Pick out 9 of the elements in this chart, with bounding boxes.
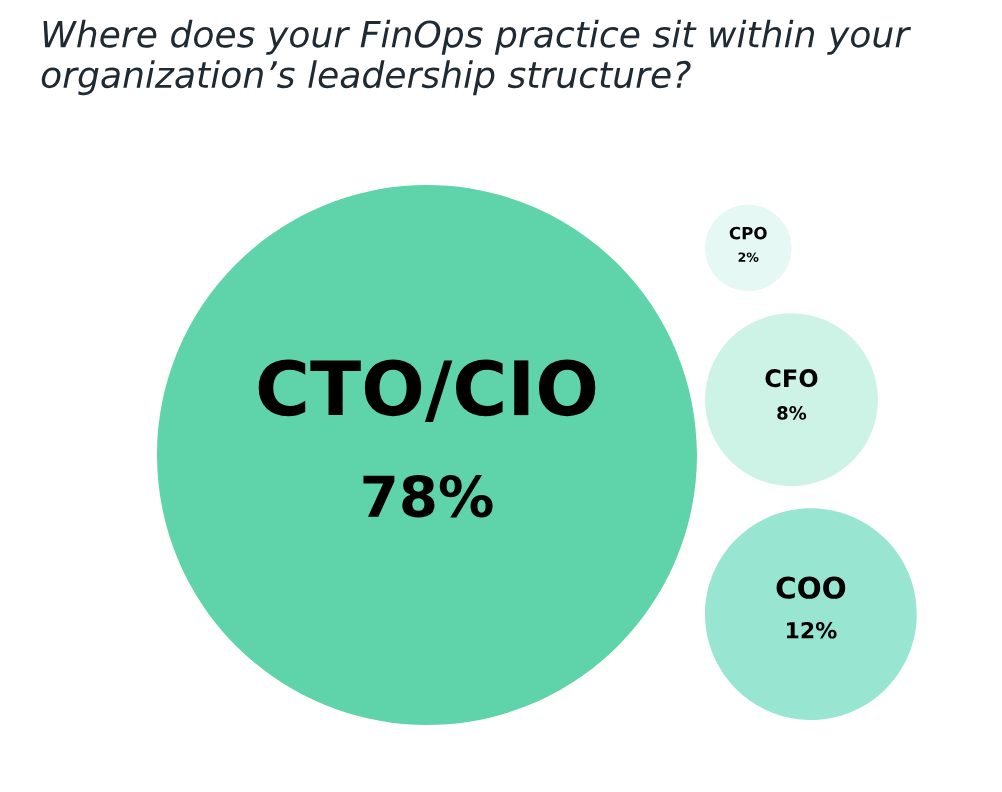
data-label: 8%: [777, 406, 807, 420]
data-label: 12%: [786, 621, 837, 639]
data-label: 2%: [738, 252, 759, 262]
category-label: CTO/CIO: [258, 359, 596, 423]
category-label: CFO: [765, 369, 818, 388]
data-label: 78%: [363, 474, 493, 518]
text: Where does your FinOps practice sit within your organization’s leadership structure?: [41, 19, 912, 96]
category-label: CPO: [729, 226, 767, 240]
category-label: COO: [776, 576, 846, 599]
